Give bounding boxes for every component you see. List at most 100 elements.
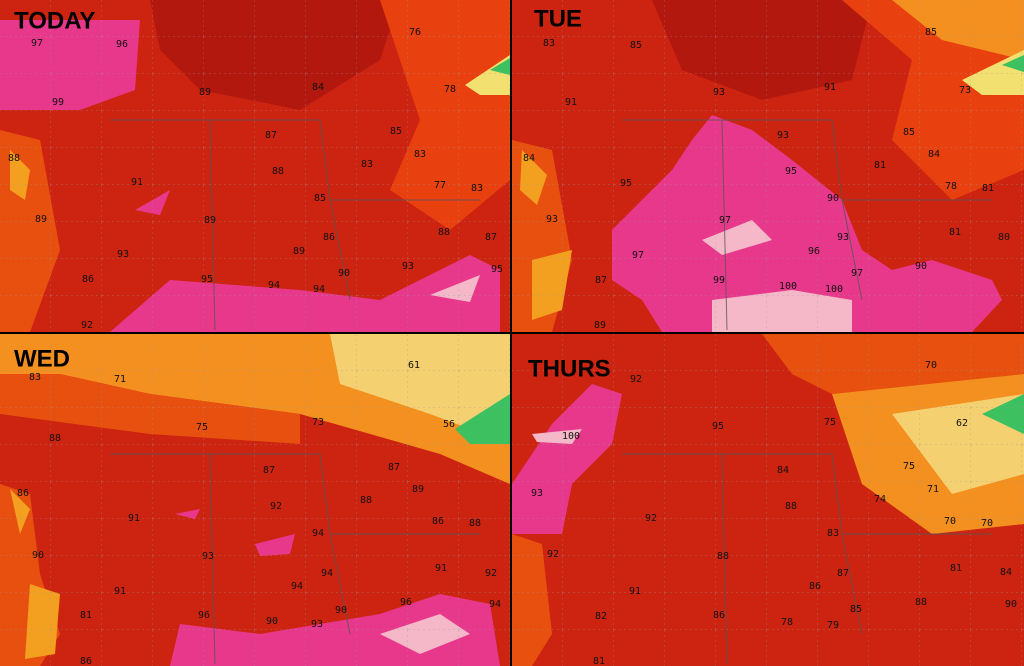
temperature-label: 86 [80, 656, 92, 666]
temperature-label: 86 [17, 488, 29, 499]
temperature-label: 100 [825, 284, 843, 295]
temperature-label: 94 [291, 581, 303, 592]
temperature-label: 83 [827, 528, 839, 539]
temperature-label: 88 [785, 501, 797, 512]
temperature-label: 89 [293, 246, 305, 257]
temperature-label: 83 [414, 149, 426, 160]
temperature-label: 94 [312, 528, 324, 539]
temperature-label: 93 [546, 214, 558, 225]
temperature-label: 90 [32, 550, 44, 561]
temperature-label: 93 [531, 488, 543, 499]
temperature-label: 85 [630, 40, 642, 51]
temperature-label: 81 [982, 183, 994, 194]
temperature-label: 92 [81, 320, 93, 331]
temperature-label: 75 [903, 461, 915, 472]
temperature-label: 92 [270, 501, 282, 512]
temperature-label: 88 [717, 551, 729, 562]
temperature-label: 62 [956, 418, 968, 429]
temperature-label: 96 [198, 610, 210, 621]
temperature-label: 70 [944, 516, 956, 527]
temperature-label: 97 [632, 250, 644, 261]
temperature-label: 81 [950, 563, 962, 574]
temperature-label: 71 [114, 374, 126, 385]
panel-map [0, 334, 510, 666]
temperature-label: 70 [925, 360, 937, 371]
temperature-label: 90 [338, 268, 350, 279]
temperature-label: 96 [808, 246, 820, 257]
temperature-label: 90 [266, 616, 278, 627]
temperature-label: 92 [485, 568, 497, 579]
temperature-label: 84 [928, 149, 940, 160]
temperature-label: 94 [268, 280, 280, 291]
temperature-label: 95 [620, 178, 632, 189]
temperature-label: 89 [204, 215, 216, 226]
temperature-label: 99 [52, 97, 64, 108]
temperature-label: 78 [945, 181, 957, 192]
temperature-label: 87 [265, 130, 277, 141]
temperature-label: 93 [311, 619, 323, 630]
temperature-label: 88 [469, 518, 481, 529]
temperature-label: 92 [645, 513, 657, 524]
temperature-label: 81 [80, 610, 92, 621]
temperature-label: 77 [434, 180, 446, 191]
temperature-label: 92 [547, 549, 559, 560]
temperature-label: 89 [412, 484, 424, 495]
temperature-label: 81 [593, 656, 605, 666]
temperature-label: 96 [116, 39, 128, 50]
temperature-label: 84 [523, 153, 535, 164]
temperature-label: 93 [202, 551, 214, 562]
temperature-label: 97 [719, 215, 731, 226]
temperature-label: 86 [809, 581, 821, 592]
temperature-label: 95 [491, 264, 503, 275]
temperature-label: 78 [781, 617, 793, 628]
temperature-label: 83 [361, 159, 373, 170]
temperature-label: 89 [199, 87, 211, 98]
temperature-label: 87 [485, 232, 497, 243]
temperature-label: 88 [8, 153, 20, 164]
temperature-label: 93 [837, 232, 849, 243]
temperature-label: 91 [824, 82, 836, 93]
temperature-label: 95 [712, 421, 724, 432]
temperature-label: 87 [595, 275, 607, 286]
temperature-label: 94 [313, 284, 325, 295]
temperature-label: 84 [312, 82, 324, 93]
temperature-label: 99 [713, 275, 725, 286]
temperature-label: 86 [82, 274, 94, 285]
temperature-label: 90 [827, 193, 839, 204]
temperature-label: 70 [981, 518, 993, 529]
temperature-label: 84 [777, 465, 789, 476]
temperature-label: 73 [959, 85, 971, 96]
temperature-label: 71 [927, 484, 939, 495]
temperature-label: 80 [998, 232, 1010, 243]
temperature-label: 79 [827, 620, 839, 631]
temperature-label: 88 [272, 166, 284, 177]
temperature-label: 87 [388, 462, 400, 473]
temperature-label: 88 [360, 495, 372, 506]
temperature-label: 93 [117, 249, 129, 260]
temperature-label: 83 [29, 372, 41, 383]
temperature-label: 78 [444, 84, 456, 95]
temperature-label: 97 [851, 268, 863, 279]
temperature-label: 85 [925, 27, 937, 38]
temperature-label: 74 [874, 494, 886, 505]
temperature-label: 89 [594, 320, 606, 331]
temperature-label: 87 [837, 568, 849, 579]
temperature-label: 91 [629, 586, 641, 597]
temperature-label: 86 [432, 516, 444, 527]
temperature-label: 73 [312, 417, 324, 428]
temperature-label: 93 [777, 130, 789, 141]
panel-map [512, 334, 1024, 666]
temperature-label: 95 [785, 166, 797, 177]
temperature-label: 85 [903, 127, 915, 138]
temperature-label: 100 [779, 281, 797, 292]
temperature-label: 90 [1005, 599, 1017, 610]
temperature-label: 81 [874, 160, 886, 171]
temperature-label: 85 [314, 193, 326, 204]
temperature-label: 90 [915, 261, 927, 272]
temperature-label: 91 [565, 97, 577, 108]
temperature-label: 88 [438, 227, 450, 238]
panel-map [512, 0, 1024, 332]
panel-label: WED [14, 345, 70, 372]
temperature-label: 88 [915, 597, 927, 608]
